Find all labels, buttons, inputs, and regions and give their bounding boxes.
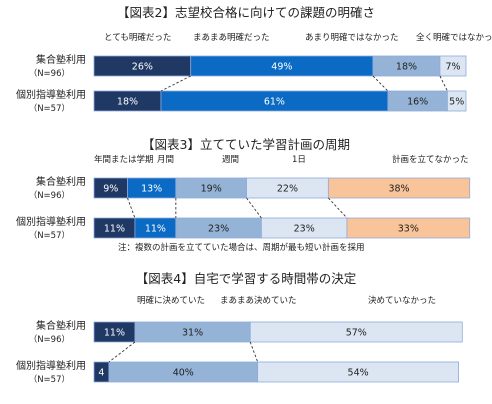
data-label: 40%	[173, 368, 194, 379]
category-label: 集合塾利用	[36, 53, 86, 66]
data-label: 61%	[264, 97, 285, 108]
data-label: 49%	[271, 62, 292, 73]
bar-segment	[446, 90, 467, 112]
chart-title: 【図表2】志望校合格に向けての課題の明確さ	[117, 5, 375, 20]
legend-label: 年間または学期	[94, 154, 154, 165]
legend-label: 決めていなかった	[368, 295, 436, 306]
legend-label: 週間	[222, 155, 239, 165]
data-label: 23%	[294, 224, 315, 235]
category-note: （N=57）	[29, 230, 70, 241]
data-label: 18%	[396, 62, 417, 73]
legend-label: 1日	[292, 155, 306, 165]
data-label: 11%	[104, 328, 125, 339]
data-label: 31%	[182, 328, 203, 339]
bar-segment	[327, 177, 471, 199]
chart-note: 注：複数の計画を立てていた場合は、周期が最も短い計画を採用	[118, 242, 365, 253]
data-label: 11%	[104, 224, 125, 235]
data-label: 19%	[201, 184, 222, 195]
connector-line	[246, 197, 262, 219]
connector-line	[108, 341, 136, 363]
category-label: 個別指導塾利用	[16, 88, 86, 101]
connector-line	[328, 197, 348, 219]
data-label: 18%	[117, 97, 138, 108]
data-label: 13%	[141, 184, 162, 195]
data-label: 57%	[346, 328, 367, 339]
data-label: 4	[98, 368, 104, 379]
data-label: 7%	[445, 62, 460, 73]
category-label: 集合塾利用	[36, 319, 86, 332]
legend-label: あまり明確ではなかった	[305, 32, 399, 43]
chart-title: 【図表4】自宅で学習する時間帯の決定	[136, 271, 356, 286]
legend-label: とても明確だった	[104, 32, 171, 43]
connector-line	[127, 197, 136, 219]
connector-line	[439, 75, 448, 92]
legend-label: 全く明確ではなかった	[416, 32, 492, 43]
legend-label: 明確に決めていた	[137, 295, 205, 306]
data-label: 16%	[407, 97, 428, 108]
connector-line	[372, 75, 389, 92]
chart-title: 【図表3】立てていた学習計画の周期	[142, 137, 350, 152]
legend-label: 計画を立てなかった	[392, 154, 469, 165]
category-note: （N=96）	[29, 68, 70, 79]
category-note: （N=96）	[29, 190, 70, 201]
category-note: （N=57）	[29, 103, 70, 114]
data-label: 5%	[449, 97, 464, 108]
connector-line	[160, 75, 191, 92]
category-note: （N=96）	[29, 334, 70, 345]
bar-segment	[249, 321, 463, 343]
data-label: 54%	[348, 368, 369, 379]
category-label: 個別指導塾利用	[16, 359, 86, 372]
bar-segment	[346, 217, 471, 239]
data-label: 33%	[398, 224, 419, 235]
data-label: 9%	[103, 184, 118, 195]
category-note: （N=57）	[29, 374, 70, 385]
bar-segment	[439, 55, 467, 77]
data-label: 26%	[132, 62, 153, 73]
data-label: 22%	[277, 184, 298, 195]
legend-label: 月間	[157, 155, 174, 165]
bar-segment	[257, 361, 459, 383]
category-label: 集合塾利用	[36, 175, 86, 188]
connector-line	[249, 341, 259, 363]
legend-label: まあまあ決めていた	[220, 295, 297, 306]
data-label: 23%	[208, 224, 229, 235]
category-label: 個別指導塾利用	[16, 215, 86, 228]
data-label: 38%	[388, 184, 409, 195]
data-label: 11%	[145, 224, 166, 235]
legend-label: まあまあ明確だった	[193, 32, 270, 43]
